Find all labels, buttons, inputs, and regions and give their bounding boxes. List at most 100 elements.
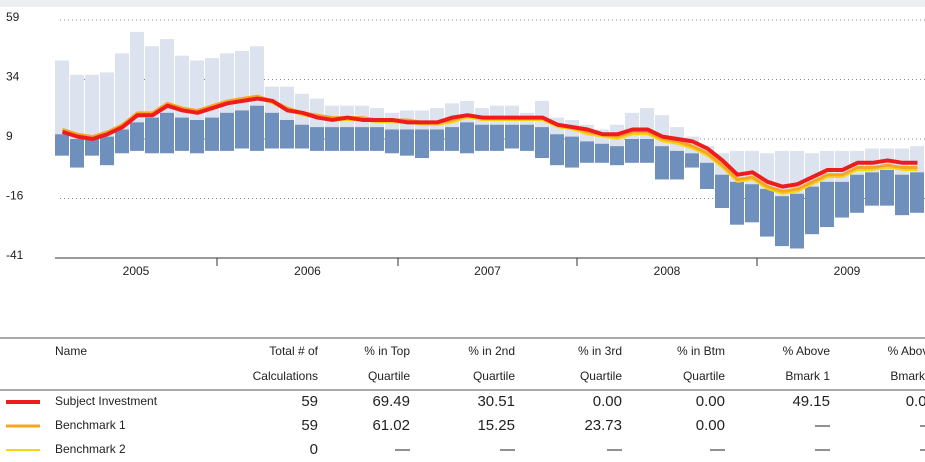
- lower-range-bar: [580, 141, 594, 163]
- upper-range-bar: [205, 58, 219, 118]
- column-header: Quartile: [683, 369, 725, 383]
- cell: —: [815, 441, 830, 458]
- lower-range-bar: [310, 127, 324, 151]
- cell: —: [920, 441, 925, 458]
- cell: —: [815, 417, 830, 434]
- column-header: % Above: [783, 344, 831, 358]
- column-header: Total # of: [269, 344, 318, 358]
- lower-range-bar: [520, 124, 534, 151]
- series-line: [61, 96, 918, 189]
- lower-range-bar: [340, 127, 354, 151]
- column-header: % in Top: [364, 344, 410, 358]
- lower-range-bar: [295, 124, 309, 149]
- cell: —: [710, 441, 725, 458]
- lower-range-bar: [640, 139, 654, 163]
- lower-range-bar: [775, 196, 789, 247]
- x-tick-label: 2008: [654, 264, 681, 278]
- cell: 59: [301, 417, 318, 434]
- lower-range-bar: [565, 136, 579, 168]
- upper-range-bar: [235, 50, 249, 111]
- upper-range-bar: [220, 53, 234, 113]
- x-tick-label: 2005: [123, 264, 150, 278]
- lower-range-bar: [610, 146, 624, 166]
- lower-range-bar: [505, 124, 519, 149]
- lower-range-bar: [895, 174, 909, 216]
- column-header: Bmark 2: [890, 369, 925, 383]
- lower-range-bar: [355, 127, 369, 151]
- lower-range-bar: [235, 110, 249, 149]
- upper-range-bar: [160, 39, 174, 113]
- upper-range-bar: [310, 98, 324, 128]
- lower-range-bar: [100, 136, 114, 166]
- cell: —: [607, 441, 622, 458]
- upper-range-bar: [910, 146, 924, 173]
- lower-range-bar: [385, 129, 399, 154]
- lower-range-bar: [430, 129, 444, 151]
- upper-range-bar: [430, 108, 444, 130]
- cell: 49.15: [792, 393, 830, 410]
- x-tick-label: 2007: [474, 264, 501, 278]
- lower-range-bar: [655, 146, 669, 180]
- lower-range-bar: [460, 122, 474, 154]
- cell: 15.25: [477, 417, 515, 434]
- column-header: Bmark 1: [785, 369, 830, 383]
- lower-range-bar: [625, 139, 639, 163]
- lower-range-bar: [865, 172, 879, 206]
- x-tick-label: 2009: [834, 264, 861, 278]
- upper-range-bar: [175, 55, 189, 118]
- lower-range-bar: [70, 139, 84, 168]
- cell: 23.73: [584, 417, 622, 434]
- upper-range-bar: [370, 108, 384, 128]
- y-tick-label: 9: [6, 129, 13, 143]
- lower-range-bar: [475, 124, 489, 151]
- upper-range-bar: [55, 60, 69, 135]
- lower-range-bar: [205, 117, 219, 151]
- y-tick-label: 59: [6, 10, 20, 24]
- column-header: % in 2nd: [468, 344, 515, 358]
- row-name: Benchmark 2: [55, 442, 126, 456]
- lower-range-bar: [835, 181, 849, 218]
- lower-range-bar: [850, 174, 864, 213]
- y-tick-label: 34: [6, 70, 20, 84]
- lower-range-bar: [535, 127, 549, 159]
- upper-range-bar: [280, 86, 294, 120]
- lower-range-bar: [670, 150, 684, 180]
- upper-range-bar: [505, 105, 519, 125]
- lower-range-bar: [685, 153, 699, 168]
- cell: 59: [301, 393, 318, 410]
- upper-range-bar: [85, 74, 99, 139]
- upper-range-bar: [115, 53, 129, 130]
- row-name: Benchmark 1: [55, 418, 126, 432]
- upper-range-bar: [190, 60, 204, 120]
- lower-range-bar: [325, 127, 339, 151]
- upper-range-bar: [100, 72, 114, 137]
- column-header: Quartile: [368, 369, 410, 383]
- lower-range-bar: [280, 119, 294, 149]
- cell: 0: [310, 441, 318, 458]
- lower-range-bar: [820, 181, 834, 228]
- cell: —: [395, 441, 410, 458]
- y-tick-label: -16: [6, 189, 24, 203]
- lower-range-bar: [910, 172, 924, 213]
- cell: 69.49: [372, 393, 410, 410]
- lower-range-bar: [880, 169, 894, 206]
- row-name: Subject Investment: [55, 394, 158, 408]
- upper-range-bar: [70, 74, 84, 139]
- lower-range-bar: [190, 119, 204, 154]
- lower-range-bar: [115, 129, 129, 154]
- lower-range-bar: [760, 188, 774, 237]
- lower-range-bar: [715, 174, 729, 209]
- lower-range-bar: [805, 186, 819, 235]
- lower-range-bar: [490, 124, 504, 151]
- lower-range-bar: [550, 134, 564, 166]
- column-header: % Above: [888, 344, 925, 358]
- lower-range-bar: [250, 105, 264, 151]
- x-tick-label: 2006: [294, 264, 321, 278]
- cell: 0.00: [696, 417, 725, 434]
- lower-range-bar: [160, 112, 174, 154]
- cell: 0.00: [906, 393, 925, 410]
- upper-range-bar: [415, 110, 429, 130]
- upper-range-bar: [490, 105, 504, 125]
